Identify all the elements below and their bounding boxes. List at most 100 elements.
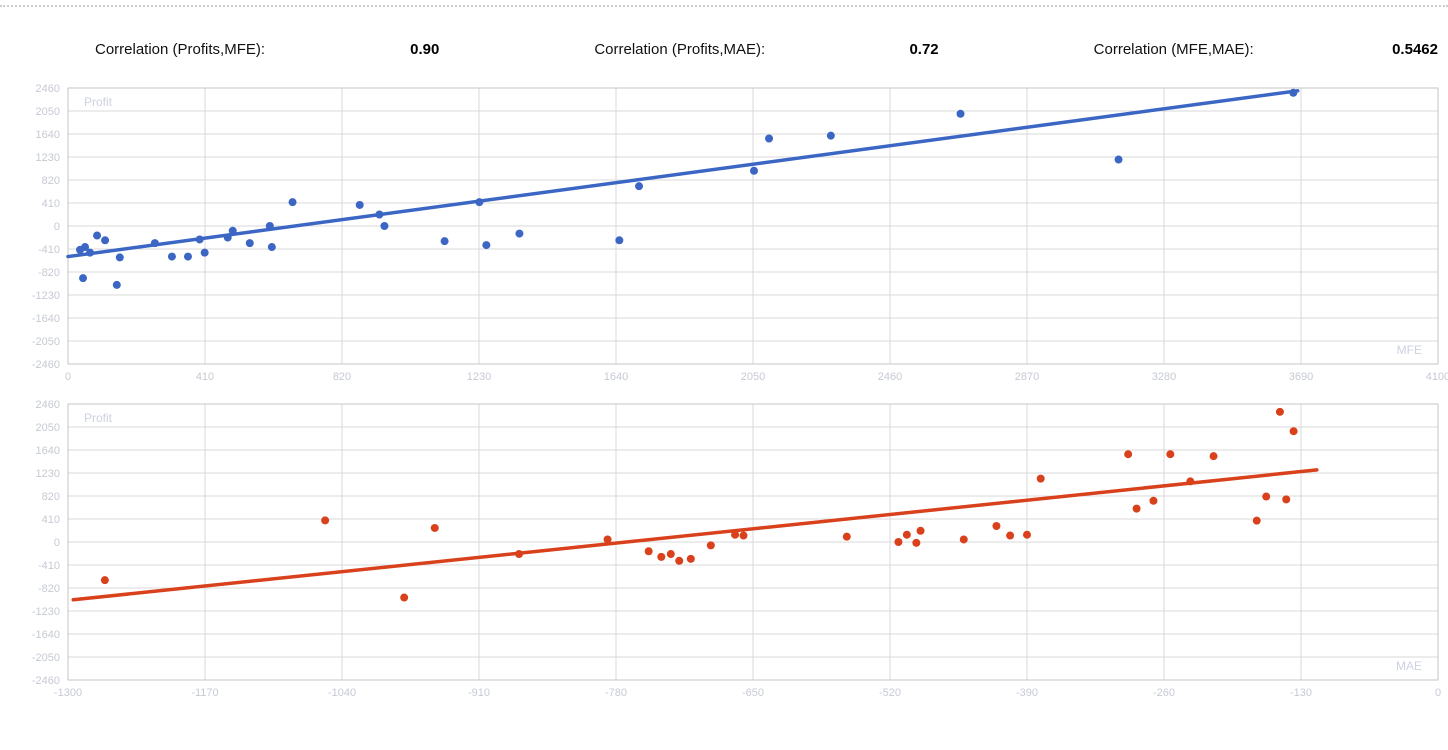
correlation-profits-mae-value: 0.72	[909, 41, 939, 58]
y-axis-tick-label: 1230	[36, 468, 60, 480]
scatter-point	[675, 556, 684, 565]
scatter-point	[1289, 427, 1298, 436]
scatter-point	[195, 235, 204, 244]
x-axis-tick-label: 3280	[1152, 371, 1176, 383]
scatter-point	[400, 593, 409, 602]
y-axis-tick-label: 410	[42, 198, 60, 210]
scatter-point	[79, 274, 88, 283]
scatter-point	[115, 253, 124, 262]
scatter-point	[112, 280, 121, 289]
x-axis-tick-label: -1040	[328, 687, 356, 699]
scatter-point	[1006, 531, 1015, 540]
y-axis-tick-label: -2050	[32, 336, 60, 348]
scatter-point	[321, 516, 330, 525]
x-axis-title: MAE	[1396, 659, 1422, 673]
correlation-profits-mae-label: Correlation (Profits,MAE):	[594, 41, 766, 58]
x-axis-tick-label: 820	[333, 371, 351, 383]
scatter-point	[267, 243, 276, 252]
scatter-point	[635, 182, 644, 191]
scatter-point	[1132, 504, 1141, 513]
y-axis-tick-label: 0	[54, 537, 60, 549]
scatter-point	[93, 231, 102, 240]
scatter-point	[765, 134, 774, 143]
x-axis-tick-label: 2870	[1015, 371, 1039, 383]
scatter-point	[167, 252, 176, 261]
x-axis-tick-label: -1300	[54, 687, 82, 699]
x-axis-tick-label: 0	[65, 371, 71, 383]
scatter-point	[902, 530, 911, 539]
scatter-point	[1282, 495, 1291, 504]
scatter-point	[81, 243, 90, 252]
scatter-point	[475, 198, 484, 207]
correlation-item-profits-mfe: Correlation (Profits,MFE): 0.90	[0, 41, 499, 58]
scatter-point	[515, 229, 524, 238]
y-axis-tick-label: -820	[38, 267, 60, 279]
scatter-point	[228, 226, 237, 235]
scatter-point	[666, 550, 675, 559]
y-axis-title: Profit	[84, 411, 113, 425]
scatter-point	[288, 198, 297, 207]
x-axis-tick-label: -520	[879, 687, 901, 699]
correlation-item-profits-mae: Correlation (Profits,MAE): 0.72	[499, 41, 998, 58]
y-axis-tick-label: 2050	[36, 106, 60, 118]
scatter-point	[430, 523, 439, 532]
x-axis-tick-label: -650	[742, 687, 764, 699]
x-axis-tick-label: 4100	[1426, 371, 1448, 383]
x-axis-tick-label: 2050	[741, 371, 765, 383]
y-axis-tick-label: 1640	[36, 445, 60, 457]
scatter-point	[1209, 452, 1218, 461]
correlation-item-mfe-mae: Correlation (MFE,MAE): 0.5462	[999, 41, 1448, 58]
x-axis-tick-label: 1640	[604, 371, 628, 383]
scatter-point	[826, 131, 835, 140]
x-axis-tick-label: -260	[1153, 687, 1175, 699]
y-axis-tick-label: 820	[42, 175, 60, 187]
y-axis-tick-label: 0	[54, 221, 60, 233]
window-top-edge	[0, 5, 1448, 7]
y-axis-tick-label: -1230	[32, 606, 60, 618]
charts-area: 0 410 820 1230 1640 2050 2460 2870 3280 3690 4100 2…	[0, 74, 1448, 706]
y-axis-tick-label: 2050	[36, 422, 60, 434]
scatter-point	[1124, 450, 1133, 459]
x-axis-tick-label: 410	[196, 371, 214, 383]
scatter-point	[150, 239, 159, 248]
x-axis-tick-label: -390	[1016, 687, 1038, 699]
scatter-point	[750, 166, 759, 175]
y-axis-tick-label: -1640	[32, 313, 60, 325]
scatter-point	[916, 526, 925, 535]
y-axis-tick-label: 1640	[36, 129, 60, 141]
scatter-point	[1275, 407, 1284, 416]
y-axis-tick-label: 2460	[36, 399, 60, 411]
scatter-point	[992, 522, 1001, 531]
scatter-point	[959, 535, 968, 544]
scatter-point	[1252, 516, 1261, 525]
x-axis-tick-label: 2460	[878, 371, 902, 383]
y-axis-title: Profit	[84, 95, 113, 109]
y-axis-tick-label: 820	[42, 491, 60, 503]
y-axis-tick-label: 2460	[36, 83, 60, 95]
x-axis-title: MFE	[1397, 343, 1422, 357]
scatter-point	[706, 541, 715, 550]
y-axis-tick-label: -2460	[32, 675, 60, 687]
y-axis-tick-label: -2460	[32, 359, 60, 371]
scatter-point	[482, 241, 491, 250]
scatter-point	[1036, 474, 1045, 483]
scatter-point	[101, 236, 110, 245]
scatter-chart-profits-mae: -1300 -1170 -1040 -910 -780 -650 -520 -390 -260-…	[32, 399, 1441, 699]
scatter-point	[245, 239, 254, 248]
correlation-header: Correlation (Profits,MFE): 0.90 Correlat…	[0, 41, 1448, 58]
scatter-point	[380, 222, 389, 230]
trend-line	[66, 89, 1300, 259]
x-axis-tick-label: -130	[1290, 687, 1312, 699]
scatter-point	[1289, 88, 1298, 97]
scatter-point	[842, 532, 851, 541]
scatter-point	[894, 538, 903, 546]
scatter-point	[615, 236, 624, 245]
scatter-point	[440, 237, 449, 246]
correlation-mfe-mae-label: Correlation (MFE,MAE):	[1093, 41, 1254, 58]
scatter-point	[739, 531, 748, 540]
scatter-chart-profits-mfe: 0 410 820 1230 1640 2050 2460 2870 3280 3690 41002…	[32, 83, 1448, 383]
correlation-profits-mfe-value: 0.90	[410, 41, 440, 58]
scatter-point	[686, 554, 695, 563]
y-axis-tick-label: -1230	[32, 290, 60, 302]
scatter-point	[223, 233, 232, 242]
